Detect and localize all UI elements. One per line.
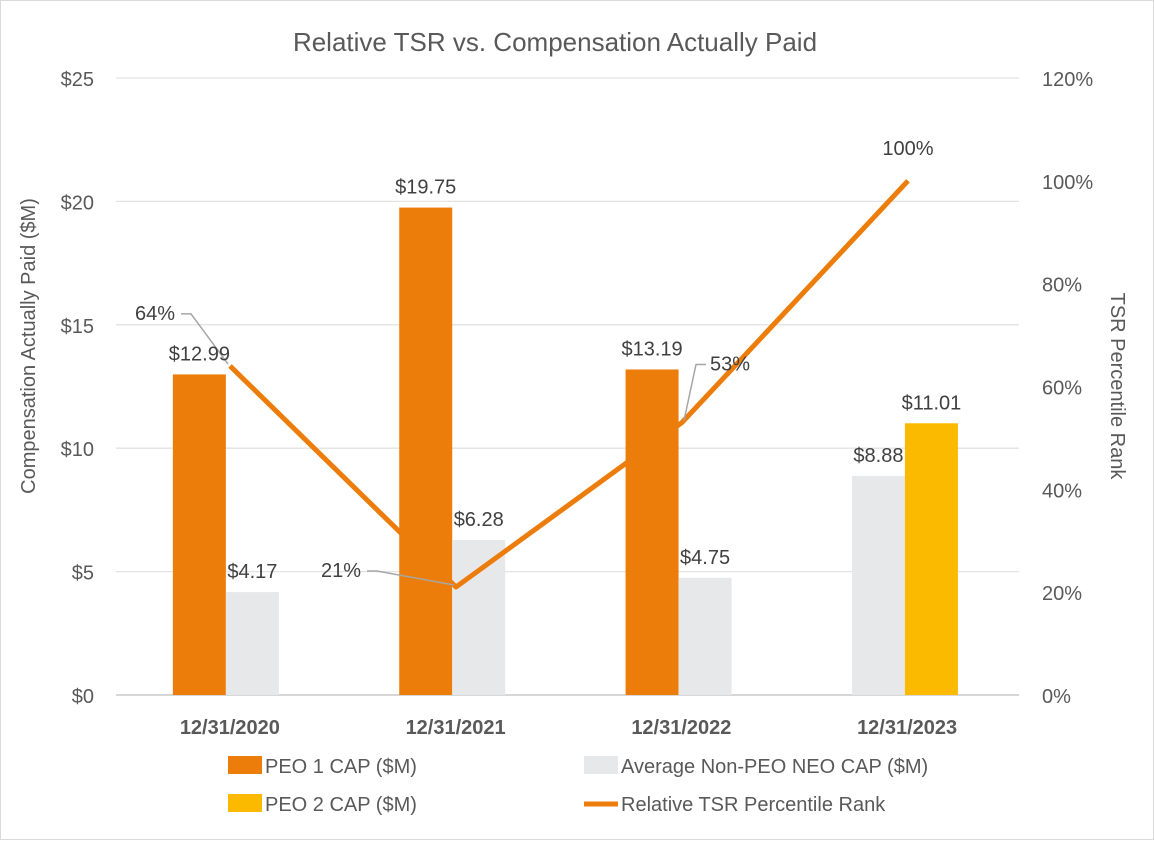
bars — [172, 207, 958, 695]
left-tick-label: $20 — [61, 192, 94, 214]
bar — [172, 374, 226, 695]
legend-swatch — [228, 794, 262, 812]
legend-label: Relative TSR Percentile Rank — [621, 794, 886, 816]
bar — [678, 577, 732, 695]
bar — [225, 592, 279, 695]
right-tick-label: 40% — [1042, 480, 1082, 502]
left-tick-label: $10 — [61, 439, 94, 461]
chart-title: Relative TSR vs. Compensation Actually P… — [293, 27, 817, 57]
right-tick-label: 80% — [1042, 275, 1082, 297]
left-tick-label: $15 — [61, 316, 94, 338]
bar-data-label: $4.75 — [680, 547, 730, 569]
category-label: 12/31/2020 — [180, 717, 280, 739]
bar — [452, 540, 506, 695]
tsr-polyline — [228, 179, 910, 590]
legend-label: PEO 2 CAP ($M) — [265, 794, 417, 816]
tsr-data-label: 100% — [882, 138, 933, 160]
bar — [399, 207, 453, 695]
category-label: 12/31/2022 — [631, 717, 731, 739]
right-tick-label: 60% — [1042, 378, 1082, 400]
legend-swatch — [584, 756, 618, 774]
category-label: 12/31/2021 — [406, 717, 506, 739]
left-axis-label: Compensation Actually Paid ($M) — [18, 198, 40, 494]
tsr-leader-line — [683, 363, 706, 421]
right-axis-ticks: 0% 20% 40% 60% 80% 100% 120% — [1042, 69, 1093, 708]
right-axis-label: TSR Percentile Rank — [1106, 293, 1128, 481]
bar-data-label: $6.28 — [454, 509, 504, 531]
bar — [904, 423, 958, 695]
tsr-data-label: 64% — [135, 303, 175, 325]
bar-data-label: $19.75 — [395, 177, 456, 199]
legend-label: Average Non-PEO NEO CAP ($M) — [621, 756, 928, 778]
bar-data-label: $4.17 — [227, 561, 277, 583]
tsr-data-label: 21% — [321, 560, 361, 582]
bar — [625, 369, 679, 695]
category-labels: 12/31/2020 12/31/2021 12/31/2022 12/31/2023 — [180, 717, 957, 739]
tsr-leader-line — [181, 313, 229, 365]
tsr-leader-line — [367, 570, 455, 586]
right-tick-label: 0% — [1042, 686, 1071, 708]
legend-label: PEO 1 CAP ($M) — [265, 756, 417, 778]
bar-data-label: $13.19 — [621, 338, 682, 360]
legend-swatch — [228, 756, 262, 774]
legend: PEO 1 CAP ($M) Average Non-PEO NEO CAP ($… — [228, 756, 928, 816]
bar-data-label: $8.88 — [853, 445, 903, 467]
left-tick-label: $0 — [72, 686, 94, 708]
bar-data-label: $12.99 — [169, 343, 230, 365]
right-tick-label: 20% — [1042, 583, 1082, 605]
data-labels: $12.99 $4.17 $19.75 $6.28 $13.19 $4.75 $8.88 $1… — [135, 138, 961, 583]
category-label: 12/31/2023 — [857, 717, 957, 739]
right-tick-label: 120% — [1042, 69, 1093, 91]
bar — [851, 475, 905, 695]
left-tick-label: $5 — [72, 563, 94, 585]
right-tick-label: 100% — [1042, 172, 1093, 194]
left-axis-ticks: $0 $5 $10 $15 $20 $25 — [61, 69, 94, 708]
tsr-line — [181, 179, 910, 590]
left-tick-label: $25 — [61, 69, 94, 91]
tsr-data-label: 53% — [710, 353, 750, 375]
bar-data-label: $11.01 — [902, 392, 962, 414]
